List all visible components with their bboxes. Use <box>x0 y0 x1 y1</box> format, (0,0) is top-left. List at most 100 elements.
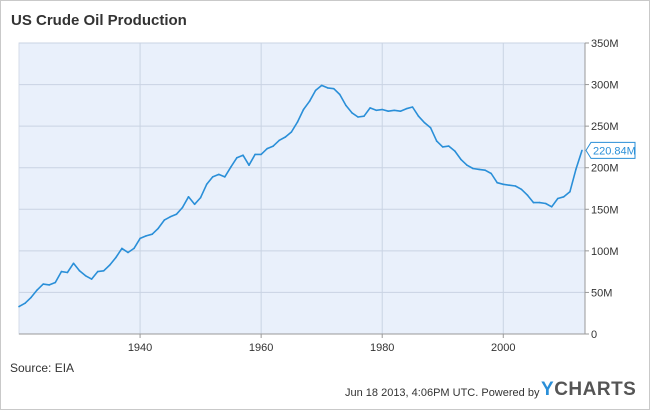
data-point <box>550 206 553 208</box>
ycharts-logo[interactable]: YCHARTS <box>541 379 636 401</box>
data-point <box>175 213 178 216</box>
data-point <box>127 251 129 254</box>
data-point <box>157 227 159 230</box>
data-point <box>490 172 493 175</box>
data-point <box>151 233 153 235</box>
data-point <box>236 156 238 159</box>
data-point <box>345 104 347 107</box>
data-point <box>429 127 432 129</box>
data-point <box>54 281 57 284</box>
data-point <box>109 264 111 266</box>
data-point <box>399 110 402 112</box>
data-point <box>199 196 202 199</box>
y-tick-label: 200M <box>591 163 619 175</box>
data-point <box>84 275 87 277</box>
data-point <box>278 139 281 142</box>
data-point <box>502 183 505 186</box>
data-point <box>102 270 105 272</box>
last-value-callout: 220.84M <box>585 141 636 159</box>
data-point <box>48 284 51 286</box>
data-point <box>24 302 26 305</box>
data-point <box>66 271 69 274</box>
data-point <box>78 270 81 272</box>
data-point <box>320 84 323 87</box>
data-point <box>308 100 311 102</box>
data-point <box>42 283 44 285</box>
data-point <box>478 168 480 171</box>
logo-y: Y <box>541 379 555 400</box>
data-point <box>193 203 196 206</box>
data-point <box>508 184 511 186</box>
data-point <box>357 116 359 118</box>
data-point <box>405 107 408 110</box>
data-point <box>284 136 287 138</box>
data-point <box>435 140 438 142</box>
data-point <box>163 219 166 221</box>
data-point <box>296 121 299 123</box>
data-point <box>333 87 335 90</box>
data-point <box>417 115 420 117</box>
data-point <box>36 289 38 291</box>
data-point <box>290 131 293 133</box>
plot-area <box>18 42 586 335</box>
y-tick-label: 50M <box>591 287 612 299</box>
x-tick-label: 2000 <box>491 342 515 354</box>
data-point <box>121 247 123 250</box>
data-point <box>454 150 456 152</box>
data-point <box>314 89 317 92</box>
data-point <box>133 247 135 250</box>
chart-title: US Crude Oil Production <box>11 12 187 29</box>
data-point <box>387 110 390 112</box>
data-point <box>326 87 329 89</box>
y-tick-label: 150M <box>591 204 619 216</box>
data-point <box>230 166 232 168</box>
data-point <box>411 106 414 108</box>
last-value-box <box>585 141 636 159</box>
data-point <box>466 164 468 166</box>
data-point <box>254 153 256 156</box>
x-tick-label: 1940 <box>128 342 152 354</box>
data-point <box>90 278 93 280</box>
data-point <box>115 256 117 259</box>
last-value-label: 220.84M <box>593 145 636 157</box>
data-point <box>423 122 426 124</box>
data-point <box>242 154 244 156</box>
data-point <box>211 176 214 178</box>
data-point <box>538 201 541 204</box>
data-point <box>381 108 384 111</box>
data-point <box>369 107 371 109</box>
y-tick-label: 300M <box>591 80 619 92</box>
data-point <box>266 147 269 150</box>
data-point <box>18 305 20 308</box>
data-point <box>363 115 365 117</box>
series-line <box>18 84 583 308</box>
y-tick-label: 0 <box>591 329 597 341</box>
data-point <box>139 237 141 240</box>
y-tick-label: 100M <box>591 246 619 258</box>
data-point <box>375 109 378 112</box>
data-point <box>218 173 220 176</box>
x-tick-label: 1980 <box>370 342 394 354</box>
data-point <box>569 191 571 193</box>
data-point <box>260 153 262 156</box>
data-point <box>205 183 208 186</box>
data-point <box>532 201 535 204</box>
data-point <box>181 206 184 209</box>
data-point <box>520 188 523 191</box>
data-point <box>393 109 396 112</box>
data-point <box>272 145 275 147</box>
data-point <box>72 262 75 265</box>
data-point <box>187 196 190 198</box>
data-point <box>563 196 565 198</box>
source-label: Source: EIA <box>10 361 75 375</box>
data-point <box>441 146 444 148</box>
data-point <box>169 216 172 218</box>
data-point <box>224 176 226 178</box>
data-point <box>145 235 147 237</box>
data-point <box>557 197 559 200</box>
data-point <box>302 108 305 111</box>
data-point <box>484 169 486 171</box>
data-point <box>30 296 32 299</box>
